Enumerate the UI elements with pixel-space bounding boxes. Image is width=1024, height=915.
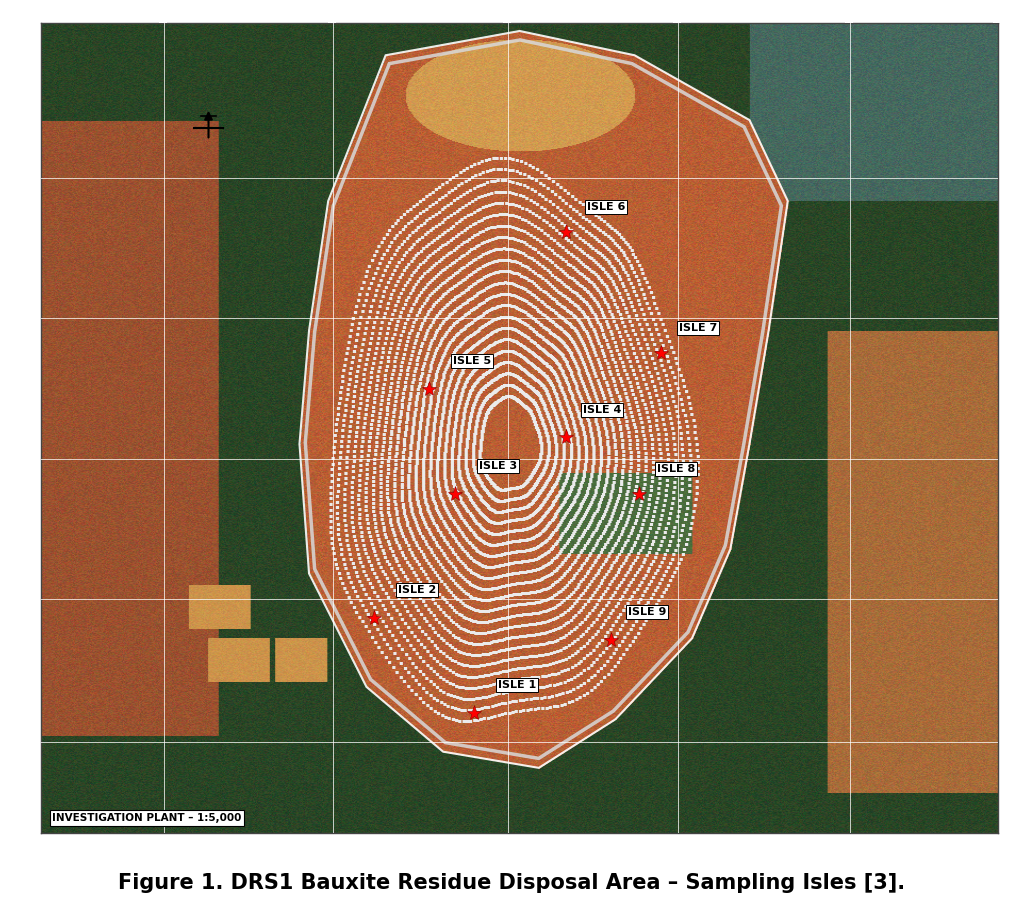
Text: E=752500: E=752500 — [159, 0, 169, 22]
Text: ISLE 7: ISLE 7 — [679, 323, 717, 333]
Text: ISLE 2: ISLE 2 — [398, 586, 436, 596]
Text: ISLE 3: ISLE 3 — [478, 461, 517, 471]
Text: ISLE 1: ISLE 1 — [498, 680, 536, 690]
Text: ISLE 9: ISLE 9 — [628, 608, 667, 618]
Text: ISLE 5: ISLE 5 — [453, 356, 490, 366]
Text: E=754000: E=754000 — [673, 0, 683, 22]
Text: E=754500: E=754500 — [845, 0, 855, 22]
Text: N=9828000: N=9828000 — [999, 737, 1024, 747]
Text: E=753500: E=753500 — [503, 0, 513, 22]
Text: ISLE 6: ISLE 6 — [587, 201, 625, 211]
Text: N=9829500: N=9829500 — [999, 314, 1024, 323]
Text: ISLE 4: ISLE 4 — [583, 404, 622, 414]
Text: N=9829000: N=9829000 — [999, 454, 1024, 464]
Text: INVESTIGATION PLANT – 1:5,000: INVESTIGATION PLANT – 1:5,000 — [52, 813, 242, 823]
Text: N=9829000: N=9829000 — [0, 454, 40, 464]
Text: N=9828500: N=9828500 — [999, 595, 1024, 605]
Text: N=9830000: N=9830000 — [999, 173, 1024, 183]
Text: ISLE 8: ISLE 8 — [656, 464, 695, 474]
Text: N=9828000: N=9828000 — [0, 737, 40, 747]
Text: E=755000: E=755000 — [993, 0, 1004, 22]
Text: Figure 1. DRS1 Bauxite Residue Disposal Area – Sampling Isles [3].: Figure 1. DRS1 Bauxite Residue Disposal … — [119, 873, 905, 893]
Text: N=9829500: N=9829500 — [0, 314, 40, 323]
Text: N=9830000: N=9830000 — [0, 173, 40, 183]
Text: N=9828500: N=9828500 — [0, 595, 40, 605]
Text: E=753000: E=753000 — [328, 0, 338, 22]
